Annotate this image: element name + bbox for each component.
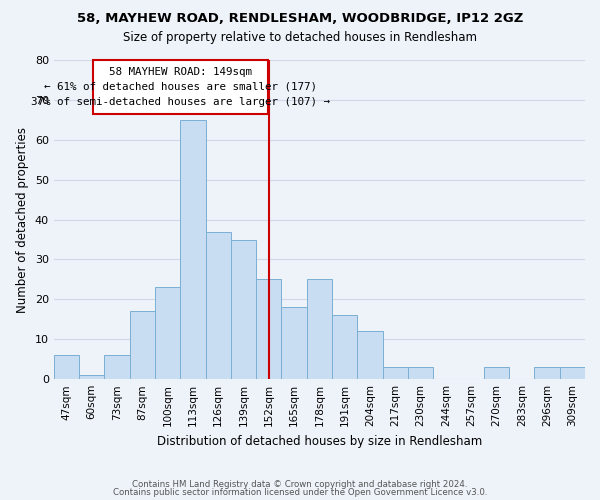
Bar bbox=[79, 375, 104, 379]
Y-axis label: Number of detached properties: Number of detached properties bbox=[16, 126, 29, 312]
Bar bbox=[535, 367, 560, 379]
Text: 58 MAYHEW ROAD: 149sqm: 58 MAYHEW ROAD: 149sqm bbox=[109, 67, 252, 77]
Text: 58, MAYHEW ROAD, RENDLESHAM, WOODBRIDGE, IP12 2GZ: 58, MAYHEW ROAD, RENDLESHAM, WOODBRIDGE,… bbox=[77, 12, 523, 24]
Bar bbox=[560, 367, 585, 379]
Bar bbox=[155, 288, 180, 379]
Bar bbox=[307, 280, 332, 379]
Bar bbox=[484, 367, 509, 379]
X-axis label: Distribution of detached houses by size in Rendlesham: Distribution of detached houses by size … bbox=[157, 434, 482, 448]
Bar bbox=[256, 280, 281, 379]
Bar bbox=[231, 240, 256, 379]
Bar bbox=[408, 367, 433, 379]
Bar bbox=[54, 355, 79, 379]
Text: ← 61% of detached houses are smaller (177): ← 61% of detached houses are smaller (17… bbox=[44, 82, 317, 92]
Bar bbox=[383, 367, 408, 379]
Bar bbox=[180, 120, 206, 379]
Text: 37% of semi-detached houses are larger (107) →: 37% of semi-detached houses are larger (… bbox=[31, 97, 330, 107]
Text: Size of property relative to detached houses in Rendlesham: Size of property relative to detached ho… bbox=[123, 31, 477, 44]
FancyBboxPatch shape bbox=[93, 60, 268, 114]
Bar bbox=[332, 316, 358, 379]
Bar bbox=[206, 232, 231, 379]
Text: Contains public sector information licensed under the Open Government Licence v3: Contains public sector information licen… bbox=[113, 488, 487, 497]
Bar bbox=[358, 332, 383, 379]
Bar bbox=[130, 312, 155, 379]
Text: Contains HM Land Registry data © Crown copyright and database right 2024.: Contains HM Land Registry data © Crown c… bbox=[132, 480, 468, 489]
Bar bbox=[104, 355, 130, 379]
Bar bbox=[281, 308, 307, 379]
